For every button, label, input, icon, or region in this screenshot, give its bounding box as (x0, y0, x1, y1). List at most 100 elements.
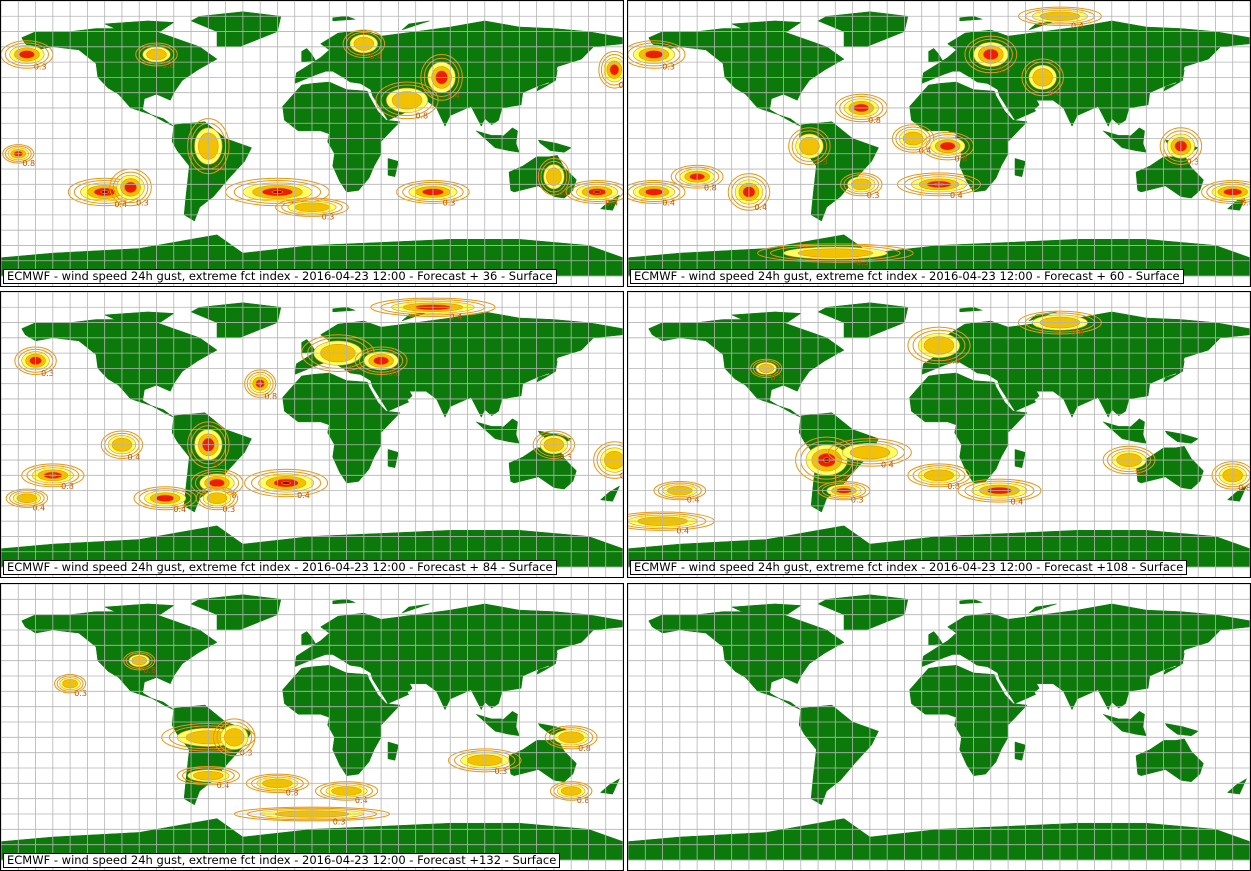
map-caption: ECMWF - wind speed 24h gust, extreme fct… (3, 853, 561, 868)
continent (508, 155, 577, 199)
continent (499, 127, 518, 145)
continent (1126, 127, 1145, 145)
map-panel-forecast-84: 0.3 0.8 0.4 0.3 0.8 0.4 0.3 0.8 0.4 0.3 0.8 0.4 0.3 0… (0, 291, 624, 578)
continent (190, 302, 282, 339)
contour-label: 0.4 (687, 496, 700, 505)
continent (1135, 446, 1204, 490)
contour-label: 0.3 (494, 767, 507, 776)
contour-label: 0.3 (619, 81, 623, 90)
continent (817, 594, 909, 631)
contour-label: 0.4 (1011, 497, 1024, 506)
gust-level-area (939, 141, 956, 151)
continent (1163, 69, 1185, 92)
map-caption: ECMWF - wind speed 24h gust, extreme fct… (3, 560, 557, 575)
contour-label: 0.8 (1238, 484, 1250, 493)
gust-level-area (19, 50, 35, 59)
map-caption: ECMWF - wind speed 24h gust, extreme fct… (3, 269, 557, 284)
contour-line (598, 50, 623, 89)
contour-line (251, 471, 322, 495)
continent (536, 652, 558, 676)
gust-level-area (644, 188, 664, 196)
contour-line (565, 180, 623, 204)
continent (1014, 741, 1026, 761)
lat-lon-grid (628, 292, 1250, 577)
map-panel-forecast-108: 0.3 0.8 0.4 0.3 0.8 0.4 0.3 0.8 0.4 0.3 0.8 0.4 ECM… (627, 291, 1251, 578)
contour-line (925, 134, 970, 159)
contour-label: 0.4 (114, 200, 127, 209)
continent (387, 449, 399, 468)
contour-label: 0.8 (868, 116, 881, 125)
contour-line (628, 180, 686, 204)
continent (190, 594, 282, 631)
contour-label: 0.3 (1186, 157, 1199, 166)
continent (1135, 738, 1204, 783)
world-map: 0.3 0.8 0.4 0.3 0.8 0.4 0.3 0.8 0.4 0.3 0.8 0.4 0.3 0… (1, 292, 623, 577)
continent (536, 69, 558, 92)
contour-line (628, 40, 686, 69)
continent (1014, 449, 1026, 468)
contour-label: 0.8 (704, 183, 717, 192)
contour-label: 0.4 (605, 199, 618, 208)
contour-label: 0.8 (286, 788, 299, 797)
continent (1163, 360, 1185, 383)
map-panel-forecast-60: 0.3 0.8 0.4 0.3 0.8 0.4 0.3 0.8 0.4 0.3 0.8 0.4 0.3 0… (627, 0, 1251, 287)
contour-line (112, 171, 149, 204)
continent (1102, 714, 1147, 737)
gust-level-area (391, 91, 423, 110)
contour-label: 0.8 (162, 61, 175, 70)
map-caption: ECMWF - wind speed 24h gust, extreme fct… (630, 269, 1184, 284)
contour-line (788, 127, 831, 165)
map-panel-forecast-36: 0.3 0.8 0.4 0.3 0.8 0.4 0.3 0.8 0.4 0.3 0.8 0.4 0.3 0… (0, 0, 624, 287)
continent (1102, 130, 1147, 153)
continent (536, 360, 558, 383)
continent (499, 710, 518, 729)
contour-label: 0.4 (32, 503, 45, 512)
contour-label: 0.3 (867, 191, 880, 200)
continent (190, 11, 282, 48)
world-map (628, 584, 1250, 870)
contour-label: 0.8 (388, 369, 401, 378)
world-map: 0.3 0.8 0.4 0.3 0.8 0.4 0.3 0.8 0.4 0.3 0.8 0.4 0.3 0… (1, 1, 623, 286)
contour-label: 0.3 (851, 496, 864, 505)
continent (1126, 710, 1145, 729)
contour-label: 0.4 (662, 199, 675, 208)
map-panel-forecast-132: 0.3 0.8 0.4 0.3 0.8 0.4 0.3 0.8 0.4 0.3 0.8 ECMWF … (0, 583, 624, 871)
continent (301, 631, 316, 646)
world-map: 0.3 0.8 0.4 0.3 0.8 0.4 0.3 0.8 0.4 0.3 0.8 (1, 584, 623, 870)
contour-label: 0.8 (947, 482, 960, 491)
contour-line (195, 486, 239, 511)
map-panel-empty (627, 583, 1251, 871)
lat-lon-grid (1, 292, 623, 577)
contour-label: 0.4 (919, 147, 932, 156)
map-caption: ECMWF - wind speed 24h gust, extreme fct… (630, 560, 1188, 575)
contour-label: 0.8 (214, 163, 227, 172)
contour-label: 0.8 (1048, 89, 1061, 98)
continent (928, 631, 943, 646)
continent (301, 48, 316, 63)
lat-lon-grid (628, 584, 1250, 870)
gust-level-area (155, 494, 175, 502)
continent (475, 421, 520, 444)
continent (171, 121, 252, 222)
continent (599, 485, 621, 502)
contour-line (244, 468, 329, 498)
contour-label: 0.3 (322, 212, 335, 221)
contour-label: 0.3 (559, 453, 572, 462)
contour-label: 0.3 (856, 258, 869, 267)
contour-label: 0.3 (770, 374, 783, 383)
lat-lon-grid (628, 1, 1250, 286)
contour-label: 0.4 (355, 796, 368, 805)
continent (387, 158, 399, 177)
contour-label: 0.4 (676, 526, 689, 535)
contour-label: 0.8 (1241, 199, 1250, 208)
continent (1164, 430, 1199, 444)
continent (1102, 421, 1147, 444)
continent (1135, 155, 1204, 199)
continent (959, 599, 983, 605)
continent (387, 741, 399, 761)
gust-level-area (799, 137, 820, 156)
contour-label: 0.3 (74, 689, 87, 698)
gust-level-area (206, 492, 228, 505)
contour-label: 0.4 (127, 453, 140, 462)
contour-label: 0.3 (998, 66, 1011, 75)
